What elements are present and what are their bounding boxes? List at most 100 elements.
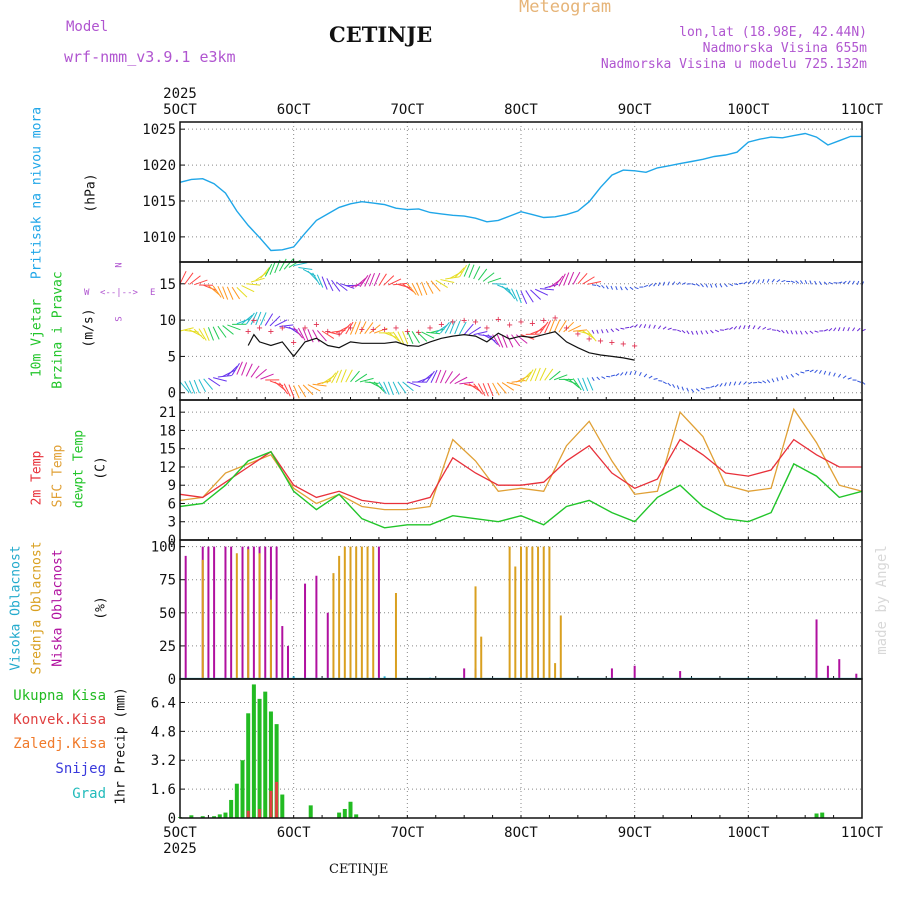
gust-marker: + (541, 316, 547, 327)
wind-barb (714, 384, 719, 388)
wind-barb (762, 380, 767, 384)
wind-barb (573, 329, 588, 332)
gust-marker: + (404, 327, 410, 338)
wind-barb (800, 371, 805, 374)
wind-barb (648, 375, 653, 379)
wind-barb (397, 381, 407, 394)
wind-barb (814, 369, 818, 374)
x-tick-label-top: 5OCT (163, 102, 197, 118)
wind-barb (236, 361, 243, 375)
wind-barb (416, 282, 423, 296)
wind-barb (828, 281, 833, 285)
wind-barb (553, 275, 564, 288)
precip-bar (348, 801, 353, 818)
wind-barb (634, 324, 638, 328)
gust-marker: + (632, 341, 638, 352)
wind-barb (217, 325, 227, 338)
wind-barb (525, 290, 534, 303)
wind-barb (757, 381, 762, 384)
wind-barb (316, 274, 324, 288)
precip-bar (337, 812, 342, 818)
gust-marker: + (473, 317, 479, 328)
gust-marker: + (620, 339, 626, 350)
wind-barb (354, 321, 361, 335)
wind-barb (667, 327, 672, 330)
wind-barb (179, 270, 187, 285)
wind-barb (776, 329, 781, 333)
wind-barb (193, 328, 205, 340)
wind-barb (847, 327, 850, 332)
wind-barb (250, 311, 258, 325)
wind-barb (667, 382, 672, 387)
y-tick-label: 1020 (142, 158, 176, 174)
wind-barb (544, 320, 552, 334)
wind-barb (852, 280, 855, 285)
wind-barb (435, 324, 448, 334)
wind-barb (738, 325, 742, 330)
wind-barb (425, 281, 434, 294)
wind-barb (700, 330, 704, 335)
wind-barb (269, 315, 281, 327)
precip-bar (263, 691, 268, 818)
wind-barb (515, 289, 522, 304)
gust-marker: + (245, 327, 251, 338)
precip-bar (234, 783, 239, 818)
wind-barb (445, 276, 460, 280)
wind-barb (847, 377, 852, 380)
wind-barb (591, 377, 595, 381)
wind-barb (610, 285, 614, 290)
wind-barb (838, 281, 843, 284)
wind-barb (710, 329, 714, 334)
wind-barb (208, 377, 221, 387)
wind-barb (378, 381, 387, 395)
wind-barb (852, 327, 856, 332)
wind-barb (657, 325, 662, 330)
wind-barb (212, 326, 220, 340)
wind-barb (487, 382, 494, 397)
wind-barb (648, 324, 651, 329)
wind-barb (558, 320, 567, 333)
wind-barb (582, 330, 595, 339)
wind-barb (402, 283, 415, 293)
wind-barb (795, 330, 798, 335)
wind-barb (714, 283, 718, 288)
wind-barb (264, 263, 273, 277)
wind-barb (515, 334, 528, 344)
wind-barb (397, 283, 412, 289)
wind-barb (601, 284, 605, 289)
legend-freezing-rain: Zaledj.Kisa (13, 736, 106, 752)
wind-barb (728, 381, 732, 386)
wind-barb (250, 277, 265, 283)
wind-barb (657, 282, 661, 287)
wind-barb (596, 284, 601, 288)
wind-barb (809, 330, 814, 334)
wind-barb (283, 258, 294, 270)
precip-bar (189, 815, 194, 818)
wind-barb (747, 280, 752, 285)
wind-barb (511, 334, 521, 347)
precip-bar (251, 684, 256, 818)
wind-barb (260, 312, 267, 326)
footer-station: CETINJE (329, 862, 389, 877)
wind-barb (326, 331, 341, 336)
precip-bar (212, 816, 217, 818)
wind-barb (250, 365, 260, 378)
wind-barb (487, 277, 502, 284)
wind-barb (369, 324, 381, 334)
y-tick-label: 4.8 (151, 724, 176, 740)
wind-barb (795, 372, 800, 376)
wind-barb (747, 324, 751, 330)
wind-barb (752, 325, 756, 330)
wind-barb (638, 372, 642, 377)
model-label: Model (66, 19, 109, 35)
wind-barb (667, 281, 670, 286)
wind-barb (795, 280, 800, 284)
wind-barb (799, 330, 803, 335)
wind-barb (198, 379, 206, 393)
precip-bar (280, 794, 285, 818)
x-tick-label-bottom: 10OCT (727, 825, 770, 841)
wind-barb (477, 268, 488, 281)
wind-barb (705, 283, 708, 288)
wind-barb (568, 378, 580, 389)
wind-barb (194, 279, 208, 286)
